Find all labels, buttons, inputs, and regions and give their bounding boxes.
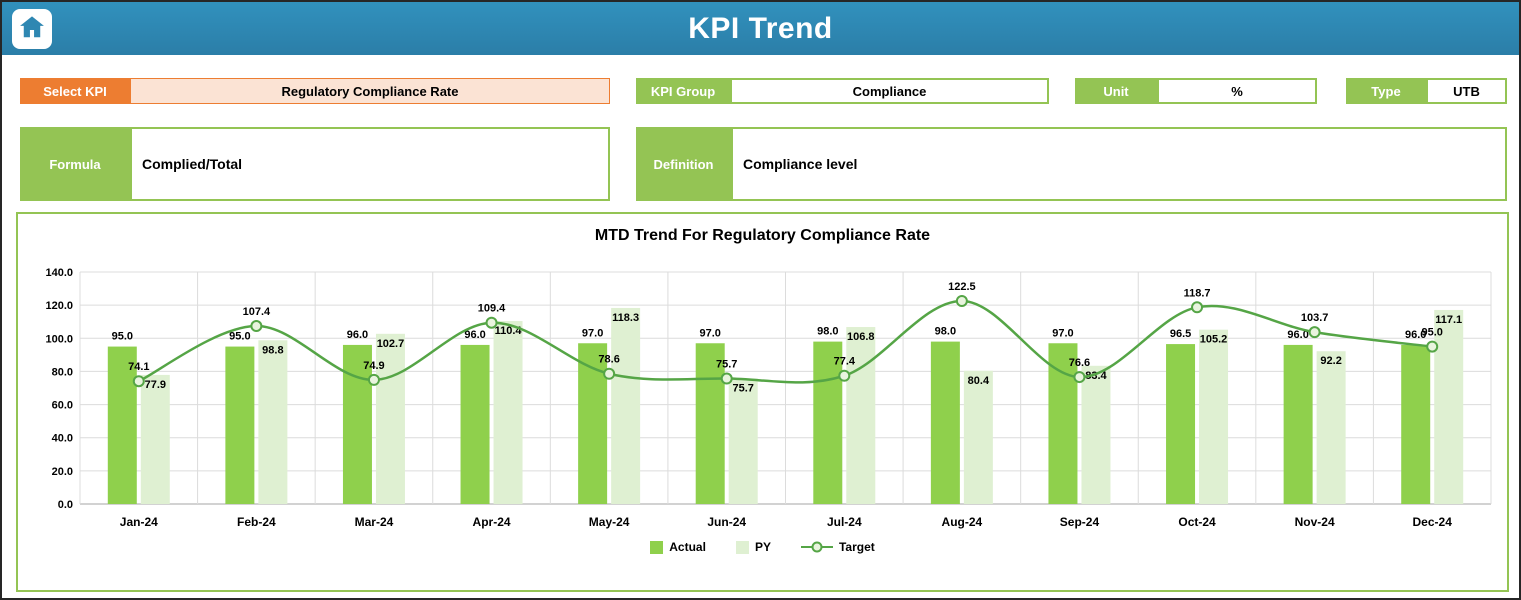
page-title: KPI Trend xyxy=(688,12,833,46)
kpi-trend-dashboard: KPI Trend Select KPI Regulatory Complian… xyxy=(0,0,1521,600)
svg-text:98.0: 98.0 xyxy=(935,326,956,338)
svg-text:Apr-24: Apr-24 xyxy=(473,515,511,529)
svg-text:96.5: 96.5 xyxy=(1170,328,1191,340)
trend-chart-card: MTD Trend For Regulatory Compliance Rate… xyxy=(16,212,1509,592)
home-button[interactable] xyxy=(12,9,52,49)
kpi-group-label: KPI Group xyxy=(636,78,730,104)
formula-value: Complied/Total xyxy=(130,127,610,201)
svg-text:109.4: 109.4 xyxy=(478,303,506,315)
svg-text:96.0: 96.0 xyxy=(464,329,485,341)
svg-text:95.0: 95.0 xyxy=(229,331,250,343)
svg-text:118.3: 118.3 xyxy=(612,312,639,324)
app-header: KPI Trend xyxy=(2,2,1519,55)
home-icon xyxy=(19,14,45,45)
definition-value: Compliance level xyxy=(731,127,1507,201)
svg-text:97.0: 97.0 xyxy=(699,327,720,339)
svg-text:Mar-24: Mar-24 xyxy=(355,515,394,529)
svg-text:Jun-24: Jun-24 xyxy=(707,515,746,529)
chart-title: MTD Trend For Regulatory Compliance Rate xyxy=(18,214,1507,256)
svg-text:75.7: 75.7 xyxy=(732,383,753,395)
legend-item-py: PY xyxy=(736,540,771,554)
svg-text:74.1: 74.1 xyxy=(128,361,149,373)
legend-swatch xyxy=(650,541,663,554)
svg-text:75.7: 75.7 xyxy=(716,359,737,371)
svg-text:80.0: 80.0 xyxy=(52,366,73,378)
svg-text:140.0: 140.0 xyxy=(45,267,73,279)
svg-text:76.6: 76.6 xyxy=(1069,357,1090,369)
unit-value: % xyxy=(1157,78,1317,104)
formula-label: Formula xyxy=(20,127,130,201)
svg-text:74.9: 74.9 xyxy=(363,360,384,372)
svg-text:102.7: 102.7 xyxy=(377,338,405,350)
svg-text:92.2: 92.2 xyxy=(1320,355,1341,367)
svg-text:106.8: 106.8 xyxy=(847,331,875,343)
trend-chart-svg: 0.0 20.0 40.0 60.0 80.0 100.0 120.0 140.0 95.0 77… xyxy=(20,256,1505,538)
type-value: UTB xyxy=(1426,78,1507,104)
svg-text:77.4: 77.4 xyxy=(834,356,856,368)
target-line-swatch xyxy=(801,541,833,553)
svg-text:96.0: 96.0 xyxy=(347,329,368,341)
svg-text:Oct-24: Oct-24 xyxy=(1178,515,1216,529)
svg-text:40.0: 40.0 xyxy=(52,433,73,445)
svg-text:95.0: 95.0 xyxy=(112,331,133,343)
svg-text:May-24: May-24 xyxy=(589,515,630,529)
definition-label: Definition xyxy=(636,127,731,201)
svg-text:105.2: 105.2 xyxy=(1200,334,1228,346)
svg-text:77.9: 77.9 xyxy=(145,379,166,391)
svg-text:103.7: 103.7 xyxy=(1301,312,1329,324)
unit-label: Unit xyxy=(1075,78,1157,104)
legend-item-actual: Actual xyxy=(650,540,706,554)
svg-text:118.7: 118.7 xyxy=(1184,287,1211,299)
svg-text:100.0: 100.0 xyxy=(45,333,73,345)
legend-swatch xyxy=(736,541,749,554)
svg-text:60.0: 60.0 xyxy=(52,400,73,412)
svg-text:122.5: 122.5 xyxy=(948,281,976,293)
legend-label: PY xyxy=(755,540,771,554)
svg-text:97.0: 97.0 xyxy=(582,327,603,339)
legend-label: Target xyxy=(839,540,875,554)
svg-text:97.0: 97.0 xyxy=(1052,327,1073,339)
svg-text:Nov-24: Nov-24 xyxy=(1295,515,1335,529)
legend-item-target: Target xyxy=(801,540,875,554)
svg-text:20.0: 20.0 xyxy=(52,466,73,478)
svg-text:0.0: 0.0 xyxy=(58,499,73,511)
svg-text:Jul-24: Jul-24 xyxy=(827,515,862,529)
svg-text:98.8: 98.8 xyxy=(262,344,283,356)
svg-text:95.0: 95.0 xyxy=(1421,327,1442,339)
svg-text:120.0: 120.0 xyxy=(45,300,73,312)
svg-text:Jan-24: Jan-24 xyxy=(120,515,158,529)
svg-text:80.4: 80.4 xyxy=(968,375,990,387)
svg-text:Feb-24: Feb-24 xyxy=(237,515,276,529)
type-label: Type xyxy=(1346,78,1426,104)
legend-label: Actual xyxy=(669,540,706,554)
select-kpi-dropdown[interactable]: Regulatory Compliance Rate xyxy=(130,78,610,104)
svg-text:Dec-24: Dec-24 xyxy=(1413,515,1453,529)
svg-text:107.4: 107.4 xyxy=(243,306,271,318)
svg-text:Sep-24: Sep-24 xyxy=(1060,515,1100,529)
svg-text:78.6: 78.6 xyxy=(598,354,619,366)
kpi-group-value: Compliance xyxy=(730,78,1049,104)
chart-legend: Actual PY Target xyxy=(18,540,1507,554)
svg-text:98.0: 98.0 xyxy=(817,326,838,338)
svg-text:117.1: 117.1 xyxy=(1435,314,1462,326)
select-kpi-label: Select KPI xyxy=(20,78,130,104)
svg-text:Aug-24: Aug-24 xyxy=(942,515,983,529)
